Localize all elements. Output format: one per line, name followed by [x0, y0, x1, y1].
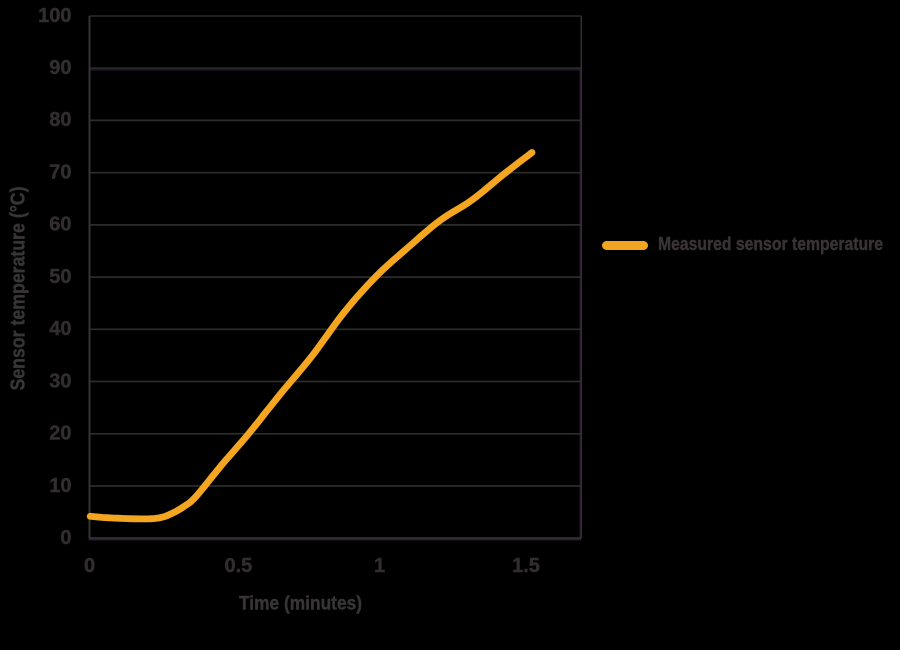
svg-text:Measured sensor temperature: Measured sensor temperature	[658, 234, 883, 254]
svg-text:0: 0	[60, 527, 71, 549]
svg-text:Sensor temperature (°C): Sensor temperature (°C)	[8, 187, 30, 391]
svg-text:0.5: 0.5	[224, 555, 252, 577]
svg-text:1.5: 1.5	[512, 555, 540, 577]
svg-text:10: 10	[49, 475, 71, 497]
svg-text:90: 90	[49, 57, 71, 79]
svg-text:40: 40	[49, 318, 71, 340]
svg-text:50: 50	[49, 266, 71, 288]
svg-text:Time (minutes): Time (minutes)	[239, 594, 362, 615]
svg-text:0: 0	[84, 555, 95, 577]
svg-text:30: 30	[49, 370, 71, 392]
svg-text:80: 80	[49, 109, 71, 131]
svg-text:70: 70	[49, 162, 71, 184]
svg-text:20: 20	[49, 423, 71, 445]
svg-text:1: 1	[374, 555, 385, 577]
svg-text:60: 60	[49, 214, 71, 236]
svg-text:100: 100	[38, 5, 71, 27]
